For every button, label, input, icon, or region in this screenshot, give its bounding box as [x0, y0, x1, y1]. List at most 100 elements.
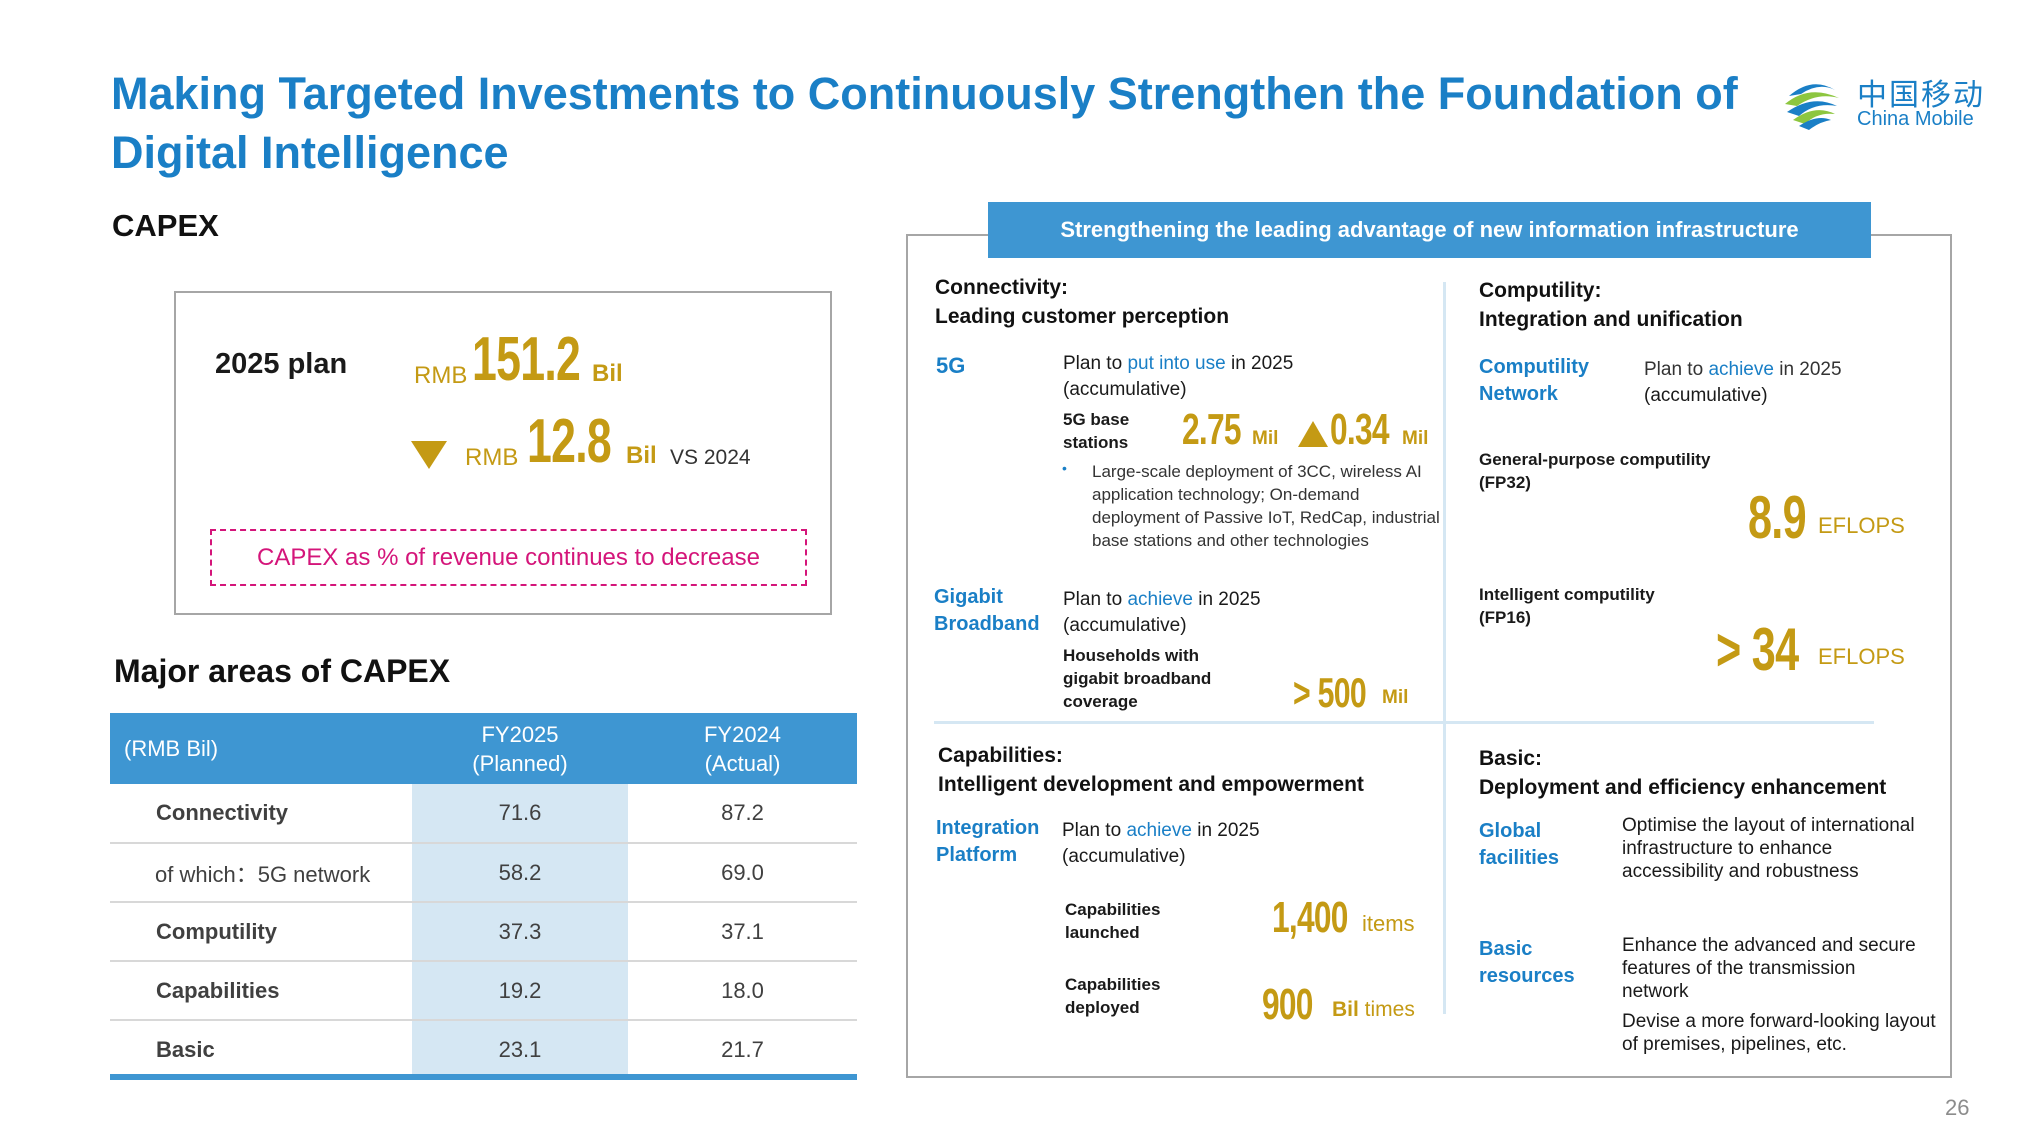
basic-heading: Basic: Deployment and efficiency enhance… [1479, 744, 1886, 802]
cell-fy2025: 37.3 [412, 902, 628, 962]
global-facilities-text: Optimise the layout of international inf… [1622, 815, 1915, 882]
computility-plan-a: Plan to [1644, 359, 1709, 380]
header-unit: (RMB Bil) [110, 713, 412, 784]
intelligent-computility-unit: EFLOPS [1818, 644, 1905, 669]
gigabit-plan: Plan to achieve in 2025 [1063, 587, 1261, 613]
intelligent-computility-l2: (FP16) [1479, 608, 1531, 627]
quadrant-divider-horizontal [934, 721, 1874, 724]
5g-plan-a: Plan to [1063, 353, 1128, 374]
gigabit-metric-l2: gigabit broadband [1063, 669, 1212, 688]
integration-platform-l1: Integration [936, 817, 1040, 839]
table-bottom-bar [110, 1074, 857, 1080]
capabilities-accum: (accumulative) [1062, 846, 1186, 867]
5g-metric-label: 5G base stations [1063, 408, 1129, 454]
intelligent-computility-l1: Intelligent computility [1479, 585, 1655, 604]
intelligent-computility-num: > 34 [1716, 616, 1799, 683]
capex-table-wrap: (RMB Bil) FY2025 (Planned) FY2024 (Actua… [110, 713, 857, 1079]
5g-delta: 0.34 [1330, 405, 1412, 455]
gigabit-label-l2: Broadband [934, 613, 1040, 635]
cell-fy2024: 21.7 [721, 1037, 764, 1062]
general-computility-value: 8.9 [1748, 483, 1828, 552]
intelligent-computility-label: Intelligent computility (FP16) [1479, 583, 1655, 629]
header-fy2025: FY2025 (Planned) [412, 713, 628, 784]
computility-plan-c: in 2025 [1773, 359, 1842, 380]
computility-plan: Plan to achieve in 2025 [1644, 357, 1842, 383]
header-fy2025-line1: FY2025 [481, 721, 559, 747]
row-label: Connectivity [110, 784, 412, 844]
cell-fy2024: 37.1 [628, 902, 857, 962]
capabilities-deployed-l2: deployed [1065, 998, 1140, 1017]
5g-bullet-text: Large-scale deployment of 3CC, wireless … [1092, 462, 1440, 550]
capabilities-deployed-l1: Capabilities [1065, 975, 1161, 994]
cell-fy2024: 18.0 [628, 961, 857, 1021]
capabilities-deployed-unit-bil: Bil [1332, 998, 1359, 1021]
header-fy2024-line2: (Actual) [704, 750, 781, 776]
global-facilities-label: Global facilities [1479, 818, 1559, 872]
capabilities-deployed-unit-times: times [1358, 998, 1415, 1021]
basic-resources-label: Basic resources [1479, 936, 1575, 990]
table-row: Computility 37.3 37.1 [110, 902, 857, 962]
capabilities-launched-num: 1,400 [1272, 893, 1348, 942]
cell-fy2025: 71.6 [412, 784, 628, 844]
header-fy2024: FY2024 (Actual) [628, 713, 857, 784]
computility-network-l2: Network [1479, 383, 1558, 405]
5g-plan: Plan to put into use in 2025 [1063, 351, 1293, 377]
5g-value-num: 2.75 [1182, 405, 1241, 454]
capex-plan-box [174, 291, 832, 615]
plan-label: 2025 plan [215, 348, 348, 380]
global-facilities-l2: facilities [1479, 847, 1560, 869]
5g-metric-l1: 5G base [1063, 410, 1130, 429]
plan-unit: Bil [592, 360, 623, 387]
capabilities-launched-label: Capabilities launched [1065, 898, 1160, 944]
row-label: of which：5G network [110, 843, 412, 903]
integration-platform-l2: Platform [936, 844, 1018, 866]
gigabit-plan-a: Plan to [1063, 589, 1128, 610]
quadrant-divider-vertical [1443, 282, 1446, 1014]
5g-value-unit: Mil [1252, 428, 1279, 449]
gigabit-plan-b: achieve [1127, 589, 1193, 610]
capabilities-plan-b: achieve [1126, 820, 1192, 841]
gigabit-value: > 500 [1293, 669, 1394, 717]
capex-table: (RMB Bil) FY2025 (Planned) FY2024 (Actua… [110, 713, 857, 1079]
logo-chinese-text: 中国移动 [1857, 78, 1985, 113]
basic-resources-text-2: Devise a more forward-looking layout of … [1622, 1011, 1936, 1055]
cell-fy2025: 19.2 [412, 961, 628, 1021]
increase-triangle-icon [1298, 421, 1328, 447]
basic-resources-text-1: Enhance the advanced and secure features… [1622, 935, 1916, 1002]
computility-accum: (accumulative) [1644, 385, 1768, 406]
capabilities-plan-c: in 2025 [1191, 820, 1260, 841]
capabilities-heading-l2: Intelligent development and empowerment [938, 773, 1364, 796]
plan-amount: RMB 151.2 [414, 325, 622, 394]
capabilities-launched-unit: items [1362, 911, 1415, 936]
bullet-icon: • [1062, 460, 1067, 476]
capabilities-deployed-label: Capabilities deployed [1065, 973, 1160, 1019]
row-label: Capabilities [110, 961, 412, 1021]
5g-plan-b: put into use [1127, 353, 1226, 374]
table-row: Capabilities 19.2 18.0 [110, 961, 857, 1021]
5g-plan-c: in 2025 [1225, 353, 1294, 374]
gigabit-plan-c: in 2025 [1192, 589, 1261, 610]
intelligent-computility-value: > 34 [1716, 615, 1830, 684]
table-row: Basic 23.1 21.7 [110, 1020, 857, 1079]
general-computility-l1: General-purpose computility [1479, 450, 1711, 469]
5g-metric-l2: stations [1063, 433, 1129, 452]
capabilities-plan-a: Plan to [1062, 820, 1127, 841]
computility-heading: Computility: Integration and unification [1479, 276, 1743, 334]
basic-resources-l1: Basic [1479, 938, 1533, 960]
5g-accum: (accumulative) [1063, 379, 1187, 400]
capabilities-deployed-value: 900 [1262, 980, 1332, 1030]
connectivity-heading-l1: Connectivity: [935, 276, 1069, 299]
connectivity-heading: Connectivity: Leading customer perceptio… [935, 273, 1229, 331]
capabilities-launched-l1: Capabilities [1065, 900, 1161, 919]
gigabit-accum: (accumulative) [1063, 615, 1187, 636]
capabilities-launched-value: 1,400 [1272, 893, 1377, 943]
computility-heading-l1: Computility: [1479, 279, 1602, 302]
change-unit: Bil [626, 442, 657, 469]
change-compare: VS 2024 [670, 446, 751, 469]
gigabit-value-unit: Mil [1382, 687, 1409, 708]
change-value-wrap: 12.8 [527, 411, 644, 473]
plan-value: 151.2 [471, 325, 581, 394]
row-label: Computility [110, 902, 412, 962]
capabilities-deployed-unit: Bil times [1332, 998, 1415, 1022]
basic-resources-l2: resources [1479, 965, 1575, 987]
